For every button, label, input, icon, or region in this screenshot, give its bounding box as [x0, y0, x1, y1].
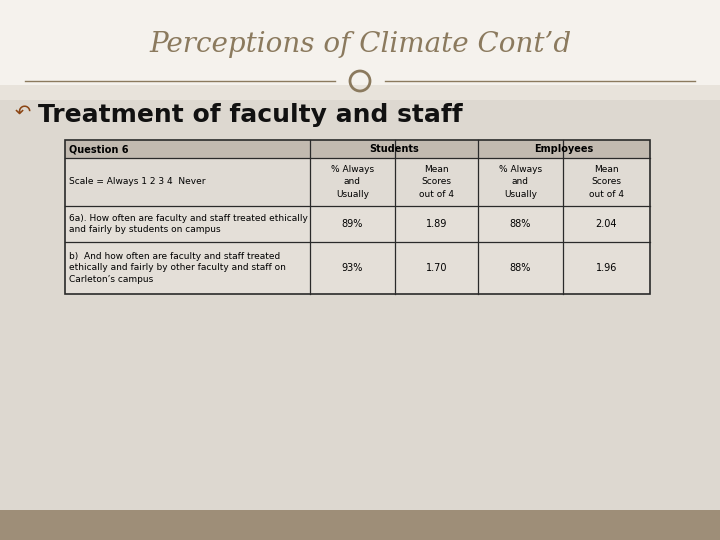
Text: Question 6: Question 6	[69, 144, 128, 154]
Bar	[0, 510, 720, 540]
Text: 93%: 93%	[342, 263, 363, 273]
Text: ↶: ↶	[15, 103, 32, 122]
Text: 1.89: 1.89	[426, 219, 447, 229]
Text: Mean
Scores
out of 4: Mean Scores out of 4	[419, 165, 454, 199]
Bar	[65, 158, 650, 206]
Bar	[0, 100, 720, 510]
Text: % Always
and
Usually: % Always and Usually	[331, 165, 374, 199]
Bar	[65, 140, 650, 158]
Text: Scale = Always 1 2 3 4  Never: Scale = Always 1 2 3 4 Never	[69, 178, 205, 186]
Bar	[0, 0, 720, 85]
Text: 88%: 88%	[510, 263, 531, 273]
Bar	[65, 242, 650, 294]
Text: 89%: 89%	[342, 219, 363, 229]
Text: 1.70: 1.70	[426, 263, 447, 273]
Text: 2.04: 2.04	[595, 219, 617, 229]
Text: Mean
Scores
out of 4: Mean Scores out of 4	[589, 165, 624, 199]
Text: Employees: Employees	[534, 144, 593, 154]
Bar	[0, 85, 720, 100]
Text: Students: Students	[369, 144, 419, 154]
Text: 1.96: 1.96	[596, 263, 617, 273]
Text: b)  And how often are faculty and staff treated
ethically and fairly by other fa: b) And how often are faculty and staff t…	[69, 252, 286, 284]
Text: 6a). How often are faculty and staff treated ethically
and fairly by students on: 6a). How often are faculty and staff tre…	[69, 214, 308, 234]
Text: Treatment of faculty and staff: Treatment of faculty and staff	[38, 103, 463, 127]
Bar	[65, 140, 650, 294]
Text: 88%: 88%	[510, 219, 531, 229]
Text: Perceptions of Climate Cont’d: Perceptions of Climate Cont’d	[149, 31, 571, 58]
Text: % Always
and
Usually: % Always and Usually	[499, 165, 542, 199]
Bar	[65, 206, 650, 242]
